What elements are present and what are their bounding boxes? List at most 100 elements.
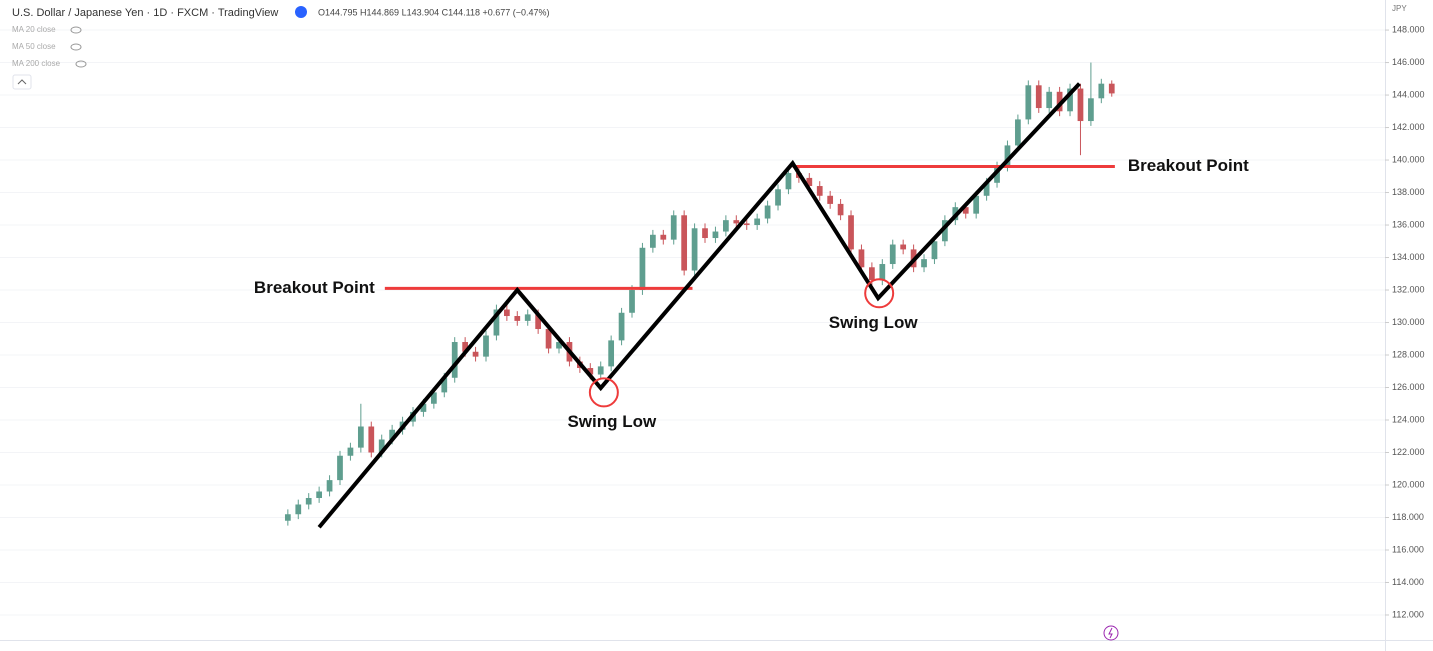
candle-body: [962, 207, 969, 214]
candle-body: [1108, 83, 1115, 94]
breakout-label: Breakout Point: [254, 278, 375, 297]
candle-body: [764, 205, 771, 219]
candle-body: [681, 215, 688, 271]
candle-body: [816, 186, 823, 196]
y-tick-label: 148.000: [1392, 24, 1425, 34]
candle-body: [493, 309, 500, 336]
candle-body: [1035, 85, 1042, 109]
y-tick-label: 146.000: [1392, 57, 1425, 67]
candle-body: [837, 203, 844, 216]
swing-zigzag: [317, 82, 1081, 529]
candle-body: [337, 455, 343, 481]
candle-body: [858, 249, 865, 268]
swing-low-marker: [864, 278, 895, 309]
candle-body: [1077, 88, 1084, 122]
candle-body: [942, 220, 948, 242]
candle-body: [1025, 85, 1032, 120]
y-tick-label: 126.000: [1392, 382, 1425, 392]
candle-body: [1004, 145, 1011, 167]
y-tick-label: 144.000: [1392, 89, 1425, 99]
candles: [284, 62, 1115, 526]
candle-body: [743, 223, 750, 226]
y-tick-label: 138.000: [1392, 187, 1425, 197]
lightning-icon: [1108, 627, 1113, 639]
candle-body: [723, 220, 729, 232]
indicator-label: MA 20 close: [12, 25, 56, 34]
candle-body: [472, 351, 479, 357]
candle-body: [879, 264, 886, 281]
indicator-label: MA 200 close: [12, 59, 61, 68]
collapse-button[interactable]: [12, 74, 32, 90]
candle-body: [1015, 119, 1021, 146]
candle-body: [848, 215, 854, 250]
breakout-label: Breakout Point: [1128, 156, 1249, 175]
candle-body: [556, 342, 562, 349]
candle-body: [441, 377, 448, 393]
y-tick-label: 130.000: [1392, 317, 1425, 327]
candle-body: [1088, 98, 1094, 122]
swing-low-label: Swing Low: [829, 313, 919, 332]
candle-body: [691, 228, 698, 271]
candle-body: [702, 228, 708, 239]
y-tick-label: 122.000: [1392, 447, 1425, 457]
ohlc-summary: O144.795 H144.869 L143.904 C144.118 +0.6…: [318, 7, 550, 17]
indicator-label: MA 50 close: [12, 42, 56, 51]
chart-title: U.S. Dollar / Japanese Yen · 1D · FXCM ·…: [12, 7, 278, 19]
candle-body: [545, 329, 552, 349]
candle-body: [889, 244, 896, 265]
candle-body: [295, 504, 302, 515]
y-tick-label: 116.000: [1392, 544, 1424, 554]
candle-body: [514, 316, 521, 321]
eye-icon: [70, 43, 82, 51]
candle-body: [1098, 83, 1105, 99]
candle-body: [503, 309, 510, 317]
candle-body: [775, 189, 781, 206]
candle-body: [420, 403, 427, 412]
candle-body: [785, 173, 792, 190]
candle-body: [754, 218, 761, 226]
y-tick-label: 112.000: [1392, 609, 1424, 619]
candle-body: [524, 314, 531, 321]
candle-body: [389, 429, 396, 440]
currency-label: JPY: [1392, 4, 1407, 13]
candle-body: [983, 182, 990, 196]
y-tick-label: 114.000: [1392, 577, 1424, 587]
candle-body: [608, 340, 615, 367]
candle-body: [535, 314, 542, 330]
candle-body: [973, 195, 980, 214]
candle-body: [430, 392, 437, 404]
candle-body: [650, 234, 656, 248]
candle-body: [618, 312, 625, 341]
lightning-button[interactable]: [1103, 625, 1119, 641]
eye-icon: [75, 60, 87, 68]
candle-body: [931, 241, 938, 260]
candle-body: [639, 247, 646, 291]
y-tick-label: 118.000: [1392, 512, 1424, 522]
candle-body: [670, 215, 677, 240]
candle-body: [316, 491, 323, 498]
replay-icon[interactable]: [295, 6, 307, 18]
indicators: MA 20 close MA 50 close MA 200 close: [12, 25, 87, 68]
y-tick-label: 124.000: [1392, 414, 1425, 424]
candle-body: [347, 447, 354, 456]
candle-body: [712, 231, 719, 239]
candle-body: [1067, 88, 1073, 112]
y-tick-label: 120.000: [1392, 479, 1425, 489]
candle-body: [483, 335, 489, 357]
candle-body: [1056, 91, 1063, 112]
swing-low-label: Swing Low: [567, 412, 657, 431]
candle-body: [629, 290, 635, 313]
price-axis: 112.000 114.000 116.000 118.000 120.000 122.0…: [1385, 24, 1425, 619]
candle-body: [368, 426, 375, 453]
candle-body: [806, 177, 813, 187]
candle-body: [921, 259, 927, 268]
y-tick-label: 132.000: [1392, 284, 1425, 294]
candle-body: [587, 368, 594, 375]
candle-body: [733, 220, 740, 224]
candle-body: [660, 234, 667, 240]
candle-body: [451, 342, 458, 378]
y-tick-label: 140.000: [1392, 154, 1425, 164]
candle-body: [284, 514, 291, 521]
